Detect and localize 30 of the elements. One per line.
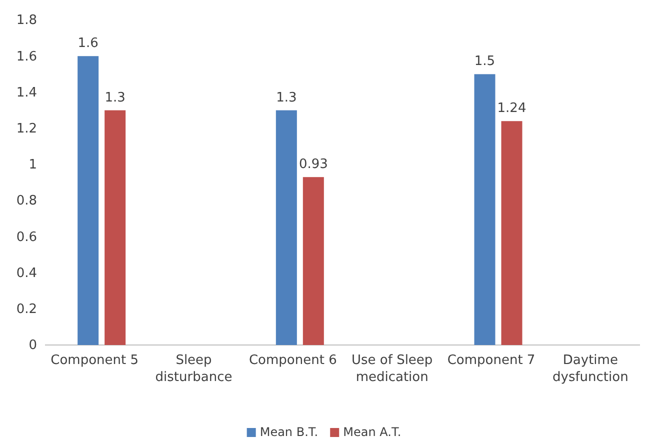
y-tick-label: 0.4	[16, 266, 37, 281]
bar	[276, 110, 297, 345]
x-tick-label: Component 7	[447, 353, 536, 368]
y-tick-label: 1.8	[16, 13, 37, 28]
x-tick-label: Daytime dysfunction	[552, 353, 628, 386]
data-label: 1.3	[276, 90, 297, 106]
y-tick-label: 0	[28, 338, 37, 354]
legend-label: Mean B.T.	[260, 425, 318, 439]
data-label: 0.93	[298, 157, 328, 172]
data-label: 1.6	[78, 36, 98, 52]
x-tick-label: Use of Sleep medication	[351, 353, 433, 386]
data-label: 1.5	[474, 54, 496, 70]
y-tick-label: 0.2	[16, 302, 37, 318]
bar	[78, 56, 99, 345]
bar	[104, 110, 126, 345]
data-label: 1.24	[497, 101, 526, 116]
y-tick-label: 1.4	[16, 85, 37, 100]
bar	[474, 74, 496, 345]
y-tick-label: 1.2	[16, 121, 37, 136]
y-tick-label: 0.6	[16, 230, 37, 245]
x-tick-label: Sleep disturbance	[155, 353, 232, 386]
x-tick-label: Component 6	[248, 353, 337, 368]
y-tick-label: 1.6	[16, 49, 37, 64]
legend-label: Mean A.T.	[343, 425, 402, 439]
data-label: 1.3	[104, 90, 126, 106]
bar	[302, 177, 324, 345]
y-tick-label: 0.8	[16, 194, 37, 209]
y-tick-label: 1	[28, 158, 37, 173]
bar	[501, 121, 522, 345]
x-tick-label: Component 5	[50, 353, 139, 368]
